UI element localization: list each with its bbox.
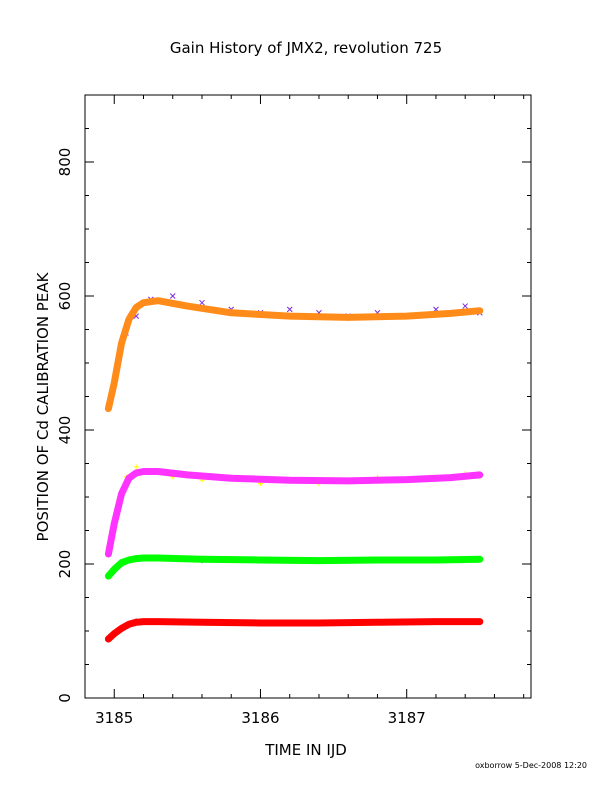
footer-stamp: oxborrow 5-Dec-2008 12:20 [475,761,587,770]
series-layer [104,293,484,643]
series-2-point [133,464,139,470]
axis-layer: 3185 3186 3187 0 200 400 600 800 [56,95,531,727]
series-5-line [104,554,484,580]
series-0-point [462,303,469,309]
chart-title: Gain History of JMX2, revolution 725 [170,39,442,57]
y-tick-label: 600 [56,282,74,311]
series-0-point [286,306,293,313]
series-0-point [169,293,176,299]
series-1-line [104,297,484,413]
y-tick-label: 0 [56,693,74,703]
series-7 [104,618,484,643]
y-tick-label: 400 [56,416,74,445]
series-3-line [104,468,484,558]
series-0 [105,293,483,410]
x-tick-label: 3187 [388,709,426,727]
x-axis-label: TIME IN IJD [264,741,347,759]
plot-frame [84,94,532,699]
series-5 [104,554,484,580]
series-7-line [104,618,484,643]
series-1 [104,297,484,413]
x-tick-label: 3185 [95,709,133,727]
y-axis-label: POSITION OF Cd CALIBRATION PEAK [34,271,52,541]
series-3 [104,468,484,558]
y-tick-label: 800 [56,148,74,177]
y-tick-label: 200 [56,550,74,579]
x-tick-label: 3186 [241,709,279,727]
series-0-point [199,299,205,306]
